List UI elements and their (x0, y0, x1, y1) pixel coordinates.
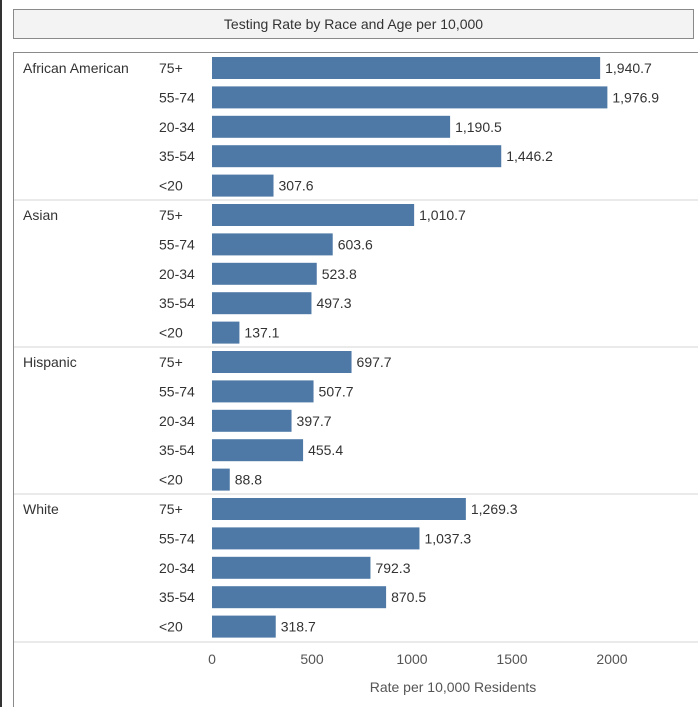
category-label: 20-34 (159, 266, 195, 282)
chart-frame: African American 75+ 1,940.7 55-74 1,976.9 20… (13, 52, 698, 707)
bar (212, 615, 276, 638)
bar-chart: African American 75+ 1,940.7 55-74 1,976.9 20… (14, 57, 698, 695)
data-label: 1,037.3 (424, 530, 471, 546)
bar (212, 57, 601, 79)
x-axis-label: Rate per 10,000 Residents (370, 679, 537, 695)
bar (212, 498, 466, 520)
category-label: 35-54 (159, 148, 195, 164)
category-label: 55-74 (159, 236, 195, 252)
data-label: 1,446.2 (506, 148, 553, 164)
x-tick-label: 500 (300, 651, 324, 667)
data-label: 1,190.5 (455, 119, 502, 135)
bar (212, 174, 274, 197)
category-label: 35-54 (159, 442, 195, 458)
data-label: 397.7 (297, 413, 332, 429)
category-label: 20-34 (159, 413, 195, 429)
x-tick-label: 1500 (496, 651, 527, 667)
bar (212, 468, 230, 491)
data-label: 792.3 (375, 560, 410, 576)
chart-title: Testing Rate by Race and Age per 10,000 (223, 16, 484, 32)
group-label: African American (23, 60, 129, 76)
bar (212, 439, 304, 462)
bar (212, 556, 371, 579)
bar (212, 262, 317, 285)
x-tick-label: 0 (208, 651, 216, 667)
category-label: 35-54 (159, 295, 195, 311)
data-label: 870.5 (391, 589, 426, 605)
bar (212, 233, 333, 256)
data-label: 318.7 (281, 619, 316, 635)
data-label: 1,940.7 (605, 60, 652, 76)
group-label: White (23, 501, 59, 517)
category-label: <20 (159, 325, 183, 341)
data-label: 603.6 (338, 236, 373, 252)
category-label: 20-34 (159, 119, 195, 135)
data-label: 1,010.7 (419, 207, 466, 223)
bar (212, 380, 314, 403)
data-label: 88.8 (235, 472, 262, 488)
category-label: <20 (159, 178, 183, 194)
category-label: 20-34 (159, 560, 195, 576)
category-label: 35-54 (159, 589, 195, 605)
category-label: 55-74 (159, 530, 195, 546)
category-label: 75+ (159, 354, 183, 370)
data-label: 507.7 (319, 383, 354, 399)
data-label: 1,976.9 (612, 89, 659, 105)
bar (212, 586, 387, 609)
bar (212, 409, 292, 432)
category-label: <20 (159, 472, 183, 488)
data-label: 1,269.3 (471, 501, 518, 517)
data-label: 137.1 (244, 325, 279, 341)
bar (212, 86, 608, 109)
group-label: Asian (23, 207, 58, 223)
bar (212, 204, 415, 226)
left-edge-divider (0, 0, 2, 707)
bar (212, 145, 502, 168)
bar (212, 115, 451, 138)
category-label: 55-74 (159, 89, 195, 105)
bar (212, 321, 240, 344)
x-tick-label: 1000 (396, 651, 427, 667)
x-tick-label: 2000 (596, 651, 627, 667)
data-label: 497.3 (316, 295, 351, 311)
bar (212, 527, 420, 550)
category-label: 75+ (159, 60, 183, 76)
bar (212, 292, 312, 315)
category-label: 75+ (159, 501, 183, 517)
bar (212, 351, 352, 373)
data-label: 307.6 (279, 178, 314, 194)
data-label: 455.4 (308, 442, 343, 458)
category-label: 75+ (159, 207, 183, 223)
category-label: <20 (159, 619, 183, 635)
category-label: 55-74 (159, 383, 195, 399)
chart-title-bar: Testing Rate by Race and Age per 10,000 (13, 9, 694, 39)
data-label: 523.8 (322, 266, 357, 282)
group-label: Hispanic (23, 354, 77, 370)
data-label: 697.7 (357, 354, 392, 370)
